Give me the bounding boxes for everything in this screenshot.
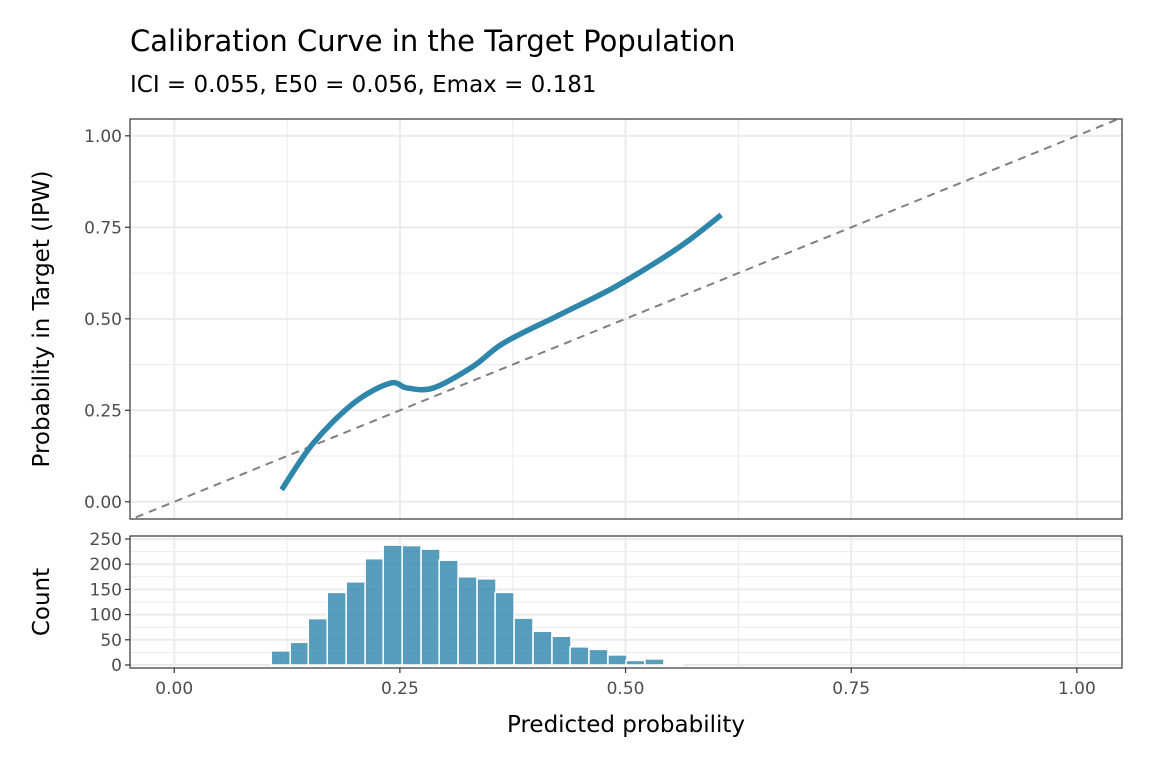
y-tick-label: 0.25 xyxy=(84,401,122,421)
histogram-bar xyxy=(551,635,572,666)
histogram-bar xyxy=(532,630,553,666)
y-tick-label: 0.00 xyxy=(84,493,122,513)
histogram-bar xyxy=(307,617,328,666)
bottom-panel-axes: 0 50 100 150 200 250 0.00 0.25 0.50 0.75 1.00 xyxy=(90,530,1096,699)
x-tick-label: 0.25 xyxy=(381,679,419,699)
histogram-bar xyxy=(382,544,403,666)
x-tick-label: 0.50 xyxy=(607,679,645,699)
x-axis-label: Predicted probability xyxy=(507,712,745,738)
histogram-bar xyxy=(289,641,310,666)
bottom-panel-grid xyxy=(130,536,1122,668)
y-tick-label: 50 xyxy=(100,631,122,651)
y-axis-label-bottom: Count xyxy=(29,568,55,636)
y-tick-label: 150 xyxy=(90,580,122,600)
histogram-bar xyxy=(364,557,385,666)
histogram-bar xyxy=(663,663,684,666)
y-tick-label: 0.50 xyxy=(84,310,122,330)
histogram-bar xyxy=(494,591,515,666)
y-tick-label: 250 xyxy=(90,530,122,550)
y-tick-label: 200 xyxy=(90,555,122,575)
histogram-bar xyxy=(588,648,609,666)
chart-title: Calibration Curve in the Target Populati… xyxy=(130,24,736,58)
histogram-bar xyxy=(438,559,459,666)
y-tick-label: 0.75 xyxy=(84,218,122,238)
bottom-panel-marks xyxy=(270,544,684,666)
y-axis-label-top: Probability in Target (IPW) xyxy=(29,171,55,468)
top-panel-marks xyxy=(130,119,1122,519)
histogram-bar xyxy=(607,654,628,666)
y-tick-label: 0 xyxy=(111,656,122,676)
x-tick-label: 0.00 xyxy=(155,679,193,699)
y-tick-label: 1.00 xyxy=(84,127,122,147)
histogram-bar xyxy=(457,576,478,666)
top-panel-axes: 0.00 0.25 0.50 0.75 1.00 xyxy=(84,127,130,513)
chart-subtitle: ICI = 0.055, E50 = 0.056, Emax = 0.181 xyxy=(130,72,597,98)
histogram-bar xyxy=(644,658,665,666)
histogram-bar xyxy=(476,578,497,666)
histogram-bar xyxy=(270,650,291,666)
histogram-bar xyxy=(420,548,441,666)
histogram-bar xyxy=(345,581,366,666)
top-panel-grid xyxy=(130,119,1122,519)
histogram-bar xyxy=(326,591,347,666)
x-tick-label: 1.00 xyxy=(1058,679,1096,699)
histogram-bar xyxy=(513,617,534,666)
x-tick-label: 0.75 xyxy=(832,679,870,699)
histogram-bar xyxy=(401,544,422,666)
y-tick-label: 100 xyxy=(90,606,122,626)
calibration-curve xyxy=(279,212,723,492)
histogram-bar xyxy=(625,659,646,666)
histogram-bar xyxy=(569,646,590,666)
